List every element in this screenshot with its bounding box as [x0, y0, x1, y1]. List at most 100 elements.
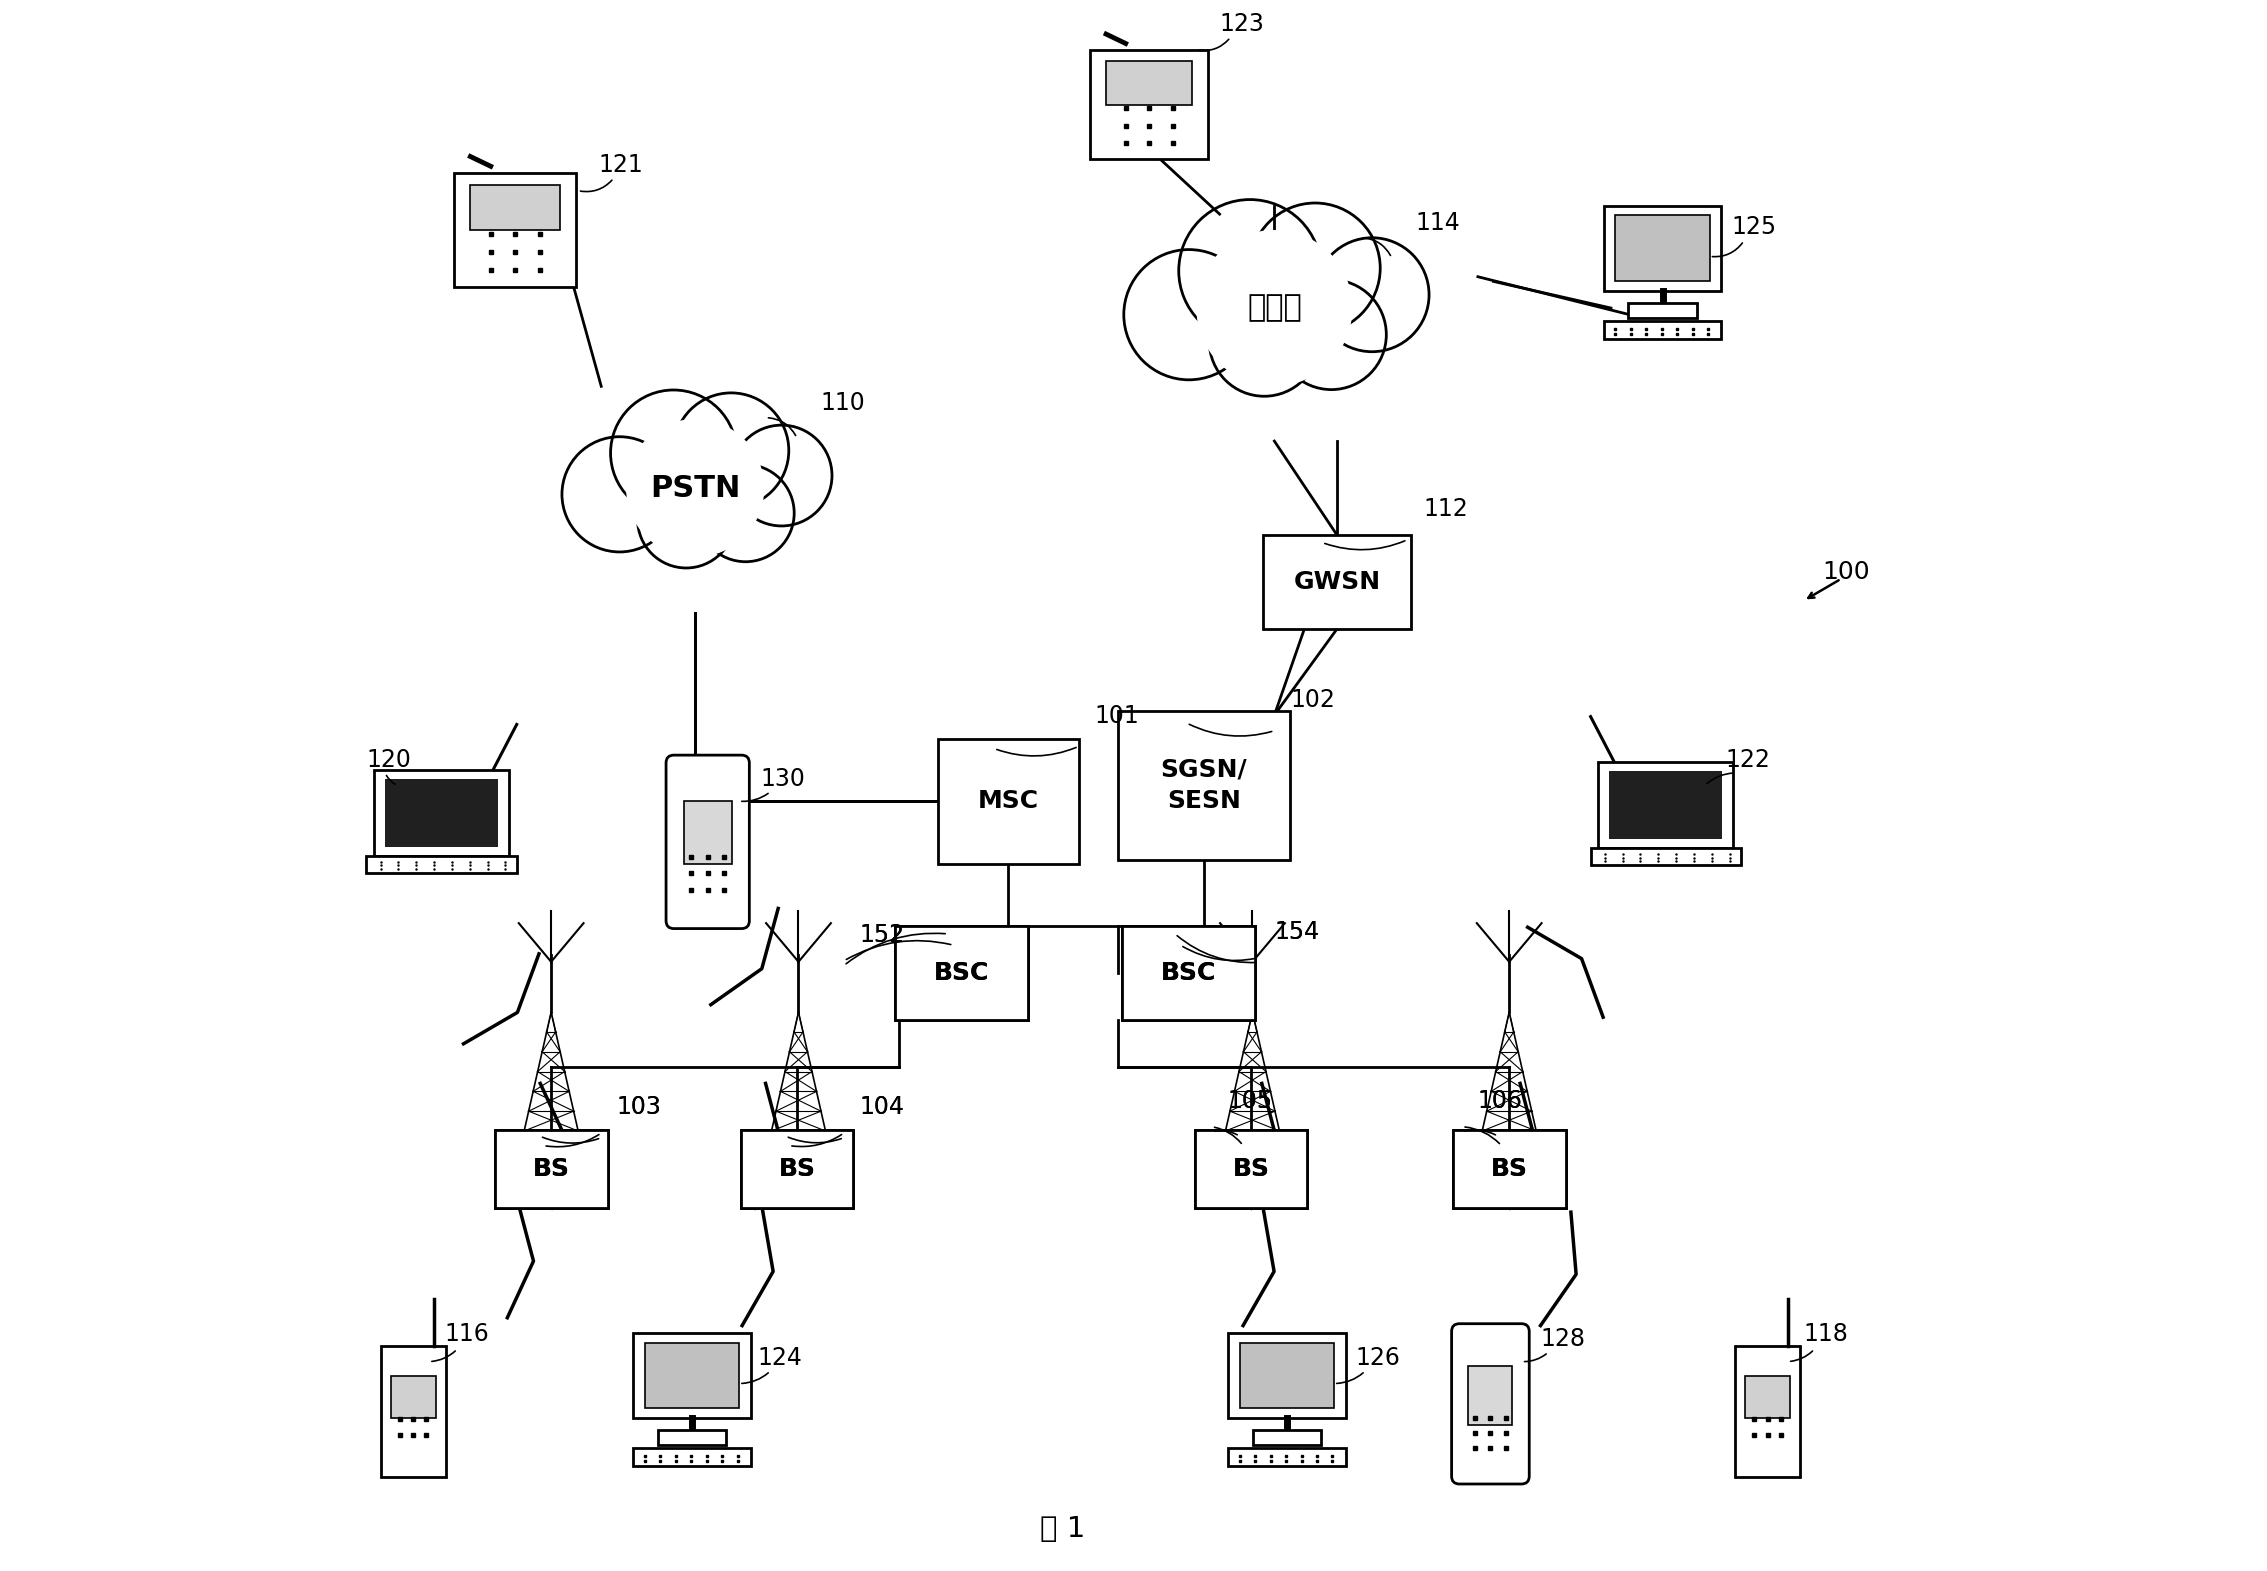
Text: 图 1: 图 1	[1041, 1514, 1086, 1543]
Text: 128: 128	[1542, 1327, 1585, 1351]
FancyBboxPatch shape	[657, 1431, 725, 1445]
Text: 152: 152	[859, 924, 905, 947]
FancyBboxPatch shape	[632, 1448, 750, 1466]
Text: 100: 100	[1823, 559, 1870, 584]
Circle shape	[626, 419, 764, 556]
Circle shape	[1276, 280, 1387, 390]
FancyBboxPatch shape	[1118, 712, 1290, 859]
Text: 105: 105	[1226, 1089, 1272, 1112]
Text: 118: 118	[1805, 1323, 1848, 1346]
Circle shape	[1208, 286, 1319, 396]
Text: BS: BS	[533, 1156, 569, 1181]
FancyBboxPatch shape	[1254, 1431, 1322, 1445]
Text: 103: 103	[617, 1095, 662, 1119]
FancyBboxPatch shape	[390, 1376, 435, 1417]
Circle shape	[1315, 237, 1428, 352]
Text: 105: 105	[1226, 1089, 1272, 1112]
FancyBboxPatch shape	[1598, 762, 1734, 848]
FancyBboxPatch shape	[1605, 320, 1721, 339]
Text: 112: 112	[1424, 498, 1467, 522]
Text: GWSN: GWSN	[1294, 570, 1381, 594]
Text: 106: 106	[1478, 1089, 1523, 1112]
FancyBboxPatch shape	[895, 927, 1027, 1020]
FancyBboxPatch shape	[385, 779, 499, 847]
FancyBboxPatch shape	[1453, 1130, 1566, 1208]
Text: BS: BS	[1233, 1156, 1270, 1181]
Circle shape	[696, 465, 793, 562]
FancyBboxPatch shape	[1106, 61, 1192, 105]
FancyBboxPatch shape	[895, 927, 1027, 1020]
Text: 103: 103	[617, 1095, 662, 1119]
Circle shape	[1197, 231, 1351, 385]
FancyBboxPatch shape	[1195, 1130, 1308, 1208]
FancyBboxPatch shape	[1263, 536, 1412, 628]
Text: BS: BS	[1492, 1156, 1528, 1181]
Text: 154: 154	[1274, 921, 1319, 944]
FancyBboxPatch shape	[741, 1130, 852, 1208]
Text: 因特网: 因特网	[1247, 294, 1301, 322]
FancyBboxPatch shape	[1591, 848, 1741, 866]
Text: BSC: BSC	[934, 961, 988, 985]
FancyBboxPatch shape	[939, 738, 1079, 864]
FancyBboxPatch shape	[1229, 1332, 1347, 1419]
FancyBboxPatch shape	[1122, 927, 1256, 1020]
Circle shape	[1179, 200, 1322, 342]
FancyBboxPatch shape	[1628, 303, 1696, 317]
Circle shape	[732, 426, 832, 526]
Text: BSC: BSC	[934, 961, 988, 985]
FancyBboxPatch shape	[666, 756, 750, 928]
FancyBboxPatch shape	[1616, 215, 1709, 281]
FancyBboxPatch shape	[494, 1130, 608, 1208]
Text: 104: 104	[859, 1095, 905, 1119]
Text: 123: 123	[1220, 13, 1265, 36]
Text: 125: 125	[1732, 215, 1777, 239]
FancyBboxPatch shape	[1195, 1130, 1308, 1208]
Text: 104: 104	[859, 1095, 905, 1119]
Text: SGSN/
SESN: SGSN/ SESN	[1161, 757, 1247, 814]
Text: 114: 114	[1415, 211, 1460, 234]
Text: 120: 120	[367, 748, 410, 771]
Text: BS: BS	[778, 1156, 816, 1181]
Text: PSTN: PSTN	[651, 473, 741, 503]
FancyBboxPatch shape	[632, 1332, 750, 1419]
Text: BSC: BSC	[1161, 961, 1215, 985]
Text: 121: 121	[598, 152, 644, 178]
Text: 116: 116	[444, 1323, 490, 1346]
Circle shape	[562, 437, 678, 551]
Text: BSC: BSC	[1161, 961, 1215, 985]
FancyBboxPatch shape	[367, 856, 517, 873]
FancyBboxPatch shape	[1229, 1448, 1347, 1466]
Text: 106: 106	[1478, 1089, 1523, 1112]
Text: 124: 124	[757, 1346, 803, 1370]
Text: 126: 126	[1356, 1346, 1401, 1370]
Text: 130: 130	[762, 767, 805, 790]
Text: 154: 154	[1274, 921, 1319, 944]
FancyBboxPatch shape	[494, 1130, 608, 1208]
Text: BS: BS	[778, 1156, 816, 1181]
Circle shape	[610, 390, 737, 515]
Text: 122: 122	[1725, 748, 1771, 771]
Text: BS: BS	[1233, 1156, 1270, 1181]
Text: 102: 102	[1290, 688, 1335, 712]
FancyBboxPatch shape	[1746, 1376, 1791, 1417]
FancyBboxPatch shape	[685, 801, 732, 864]
FancyBboxPatch shape	[1610, 771, 1723, 839]
Circle shape	[637, 471, 735, 569]
Text: 152: 152	[859, 924, 905, 947]
FancyBboxPatch shape	[644, 1343, 739, 1408]
Circle shape	[1249, 203, 1381, 333]
Circle shape	[673, 393, 789, 507]
FancyBboxPatch shape	[1605, 206, 1721, 291]
FancyBboxPatch shape	[453, 173, 576, 287]
Text: BS: BS	[533, 1156, 569, 1181]
FancyBboxPatch shape	[381, 1346, 447, 1477]
FancyBboxPatch shape	[374, 770, 510, 856]
FancyBboxPatch shape	[1453, 1130, 1566, 1208]
FancyBboxPatch shape	[1090, 50, 1208, 159]
FancyBboxPatch shape	[1469, 1365, 1512, 1425]
FancyBboxPatch shape	[1451, 1324, 1530, 1485]
Text: BS: BS	[1492, 1156, 1528, 1181]
FancyBboxPatch shape	[1734, 1346, 1800, 1477]
Text: MSC: MSC	[977, 789, 1038, 814]
FancyBboxPatch shape	[1240, 1343, 1333, 1408]
